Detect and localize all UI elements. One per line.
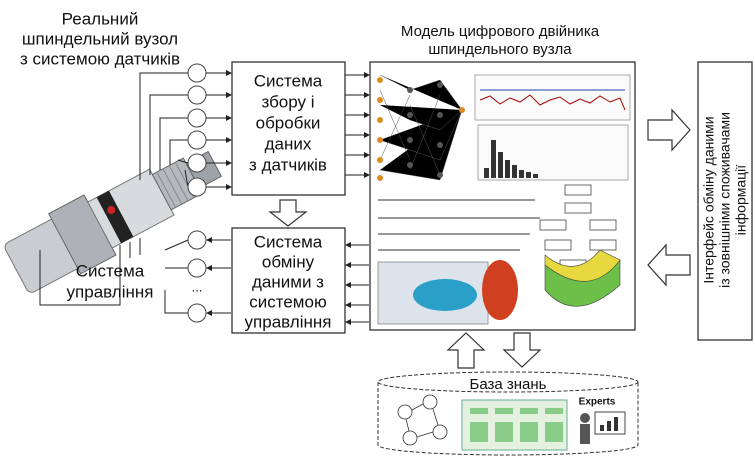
text-line: Система	[76, 261, 145, 280]
acquisition-text: Система збору і обробки даних з датчиків	[249, 71, 327, 174]
text-line: шпиндельного вузла	[428, 41, 572, 58]
diagram: Реальний шпиндельний вузол з системою да…	[0, 0, 755, 457]
hollow-arrow	[648, 245, 690, 285]
text-line: з датчиків	[249, 155, 327, 174]
text-line: Система	[254, 232, 323, 251]
model-arrows	[345, 75, 369, 322]
text-line: збору і	[261, 92, 314, 111]
text-line: управління	[245, 312, 332, 331]
text-line: обміну	[262, 252, 315, 271]
knowledge-base-title: База знань	[469, 376, 546, 393]
exchange-text: Система обміну даними з системою управлі…	[245, 232, 332, 331]
text-line: Система	[254, 71, 323, 90]
text-line: управління	[67, 282, 154, 301]
model-title: Модель цифрового двійника шпиндельного в…	[401, 23, 600, 58]
text-line: інформації	[733, 165, 749, 235]
text-line: з системою датчиків	[20, 49, 180, 68]
text-line: системою	[249, 292, 327, 311]
spindle-title: Реальний шпиндельний вузол з системою да…	[20, 9, 180, 68]
ellipsis: ...	[192, 279, 203, 294]
circle-arrows	[206, 73, 231, 313]
text-line: даних	[265, 134, 312, 153]
text-line: обробки	[256, 113, 321, 132]
hollow-arrow	[448, 333, 484, 368]
text-line: Реальний	[62, 9, 139, 28]
text-line: із зовнішніми споживачами	[717, 112, 733, 288]
control-system: Система управління	[67, 261, 154, 301]
text-line: шпиндельний вузол	[22, 29, 178, 48]
experts-label: Experts	[579, 397, 616, 408]
hollow-arrow	[504, 333, 540, 367]
hollow-arrow	[648, 110, 690, 150]
hollow-arrow	[270, 200, 306, 226]
text-line: даними з	[252, 272, 324, 291]
knowledge-base: База знань Experts	[378, 372, 638, 455]
text-line: Модель цифрового двійника	[401, 23, 600, 40]
text-line: Інтерфейс обміну даними	[701, 116, 717, 283]
